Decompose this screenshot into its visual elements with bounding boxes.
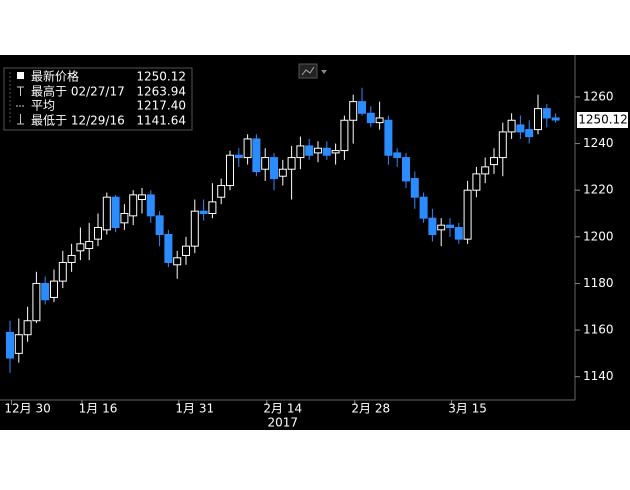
candle-body: [402, 157, 410, 182]
candle-body: [155, 215, 164, 235]
candle-body: [270, 157, 278, 180]
candle-body: [490, 157, 498, 166]
candle-body: [208, 201, 217, 215]
y-tick-label: 1160: [583, 323, 614, 337]
candle-body: [94, 227, 102, 240]
y-tick-label: 1200: [583, 229, 614, 243]
legend-value: 1250.12: [136, 70, 186, 84]
candle-body: [340, 119, 349, 152]
candle-body: [14, 334, 23, 354]
legend-box: [3, 67, 193, 131]
candle-body: [463, 189, 472, 240]
chart-icon[interactable]: [298, 63, 327, 79]
candle-body: [305, 145, 314, 156]
candle-body: [67, 254, 76, 263]
candle-body: [516, 124, 525, 133]
candle-body: [331, 150, 340, 154]
candle-body: [349, 101, 358, 121]
candle-body: [111, 196, 120, 229]
candle-body: [507, 119, 516, 133]
candle-body: [164, 233, 173, 263]
candle-body: [120, 213, 129, 224]
candle-body: [366, 112, 375, 124]
candle-body: [173, 257, 182, 266]
candle-body: [252, 138, 261, 173]
y-tick-label: 1260: [583, 89, 614, 103]
candle-body: [41, 282, 50, 301]
candle-body: [217, 185, 226, 198]
candle-body: [314, 147, 322, 154]
y-tick-label: 1180: [583, 276, 614, 290]
candle-body: [446, 224, 454, 228]
y-tick-label: 1220: [583, 183, 614, 197]
x-tick-label: 12月 30: [4, 402, 50, 416]
last-price-label: 1250.12: [578, 112, 628, 126]
candle-body: [138, 194, 146, 201]
candle-body: [129, 194, 138, 217]
x-tick-label: 1月 16: [79, 402, 118, 416]
legend: [3, 67, 193, 131]
candle-body: [287, 157, 296, 170]
candle-body: [428, 217, 437, 235]
legend-value: 1141.64: [136, 114, 186, 128]
legend-value: 1263.94: [136, 85, 186, 99]
legend-symbol: [17, 114, 24, 125]
icon-line[interactable]: [301, 66, 315, 76]
candle-body: [23, 320, 32, 336]
legend-symbol: [17, 72, 24, 79]
candle-body: [102, 196, 111, 231]
x-tick-label: 3月 15: [448, 402, 487, 416]
legend-label: 最新价格: [31, 69, 79, 84]
x-tick-label: 2月 28: [351, 402, 390, 416]
candle-body: [525, 129, 534, 138]
candle-body: [472, 173, 481, 191]
last-price-tag: [577, 111, 628, 128]
legend-label: 最高于 02/27/17: [31, 84, 125, 99]
legend-label: 平均: [31, 99, 55, 113]
candle-body: [50, 280, 58, 298]
candle-body: [226, 154, 234, 187]
candle-body: [551, 117, 560, 121]
candle-body: [190, 210, 199, 247]
candle-body: [358, 101, 366, 114]
candle-body: [454, 227, 463, 240]
legend-symbol: [17, 86, 24, 96]
candle-body: [410, 178, 419, 198]
legend-label: 最低于 12/29/16: [31, 114, 125, 128]
candle-body: [146, 194, 155, 217]
candle-body: [261, 157, 270, 170]
x-year-label: 2017: [268, 416, 299, 430]
candle-body: [234, 154, 243, 159]
y-tick-label: 1240: [583, 136, 614, 150]
candle-body: [278, 168, 287, 177]
candle-body: [542, 108, 551, 119]
candle-body: [32, 282, 41, 322]
candle-body: [393, 152, 402, 159]
legend-value: 1217.40: [136, 99, 186, 113]
icon-arrow[interactable]: [321, 70, 327, 74]
candle-body: [58, 261, 67, 282]
candle-body: [85, 240, 94, 249]
y-tick-label: 1140: [583, 369, 614, 383]
candle-body: [322, 147, 331, 156]
candle-body: [199, 210, 208, 215]
candle-body: [437, 224, 446, 231]
candle-body: [498, 131, 507, 159]
candle-body: [76, 243, 85, 252]
candle-body: [375, 117, 384, 124]
candle-body: [419, 196, 428, 219]
candle-body: [6, 331, 14, 359]
candle-body: [296, 145, 305, 159]
x-tick-label: 2月 14: [263, 402, 302, 416]
candle-body: [384, 119, 393, 156]
candle-body: [243, 138, 252, 159]
candle-body: [534, 108, 542, 131]
candle-body: [182, 245, 190, 256]
x-tick-label: 1月 31: [175, 402, 214, 416]
candle-body: [481, 166, 490, 175]
